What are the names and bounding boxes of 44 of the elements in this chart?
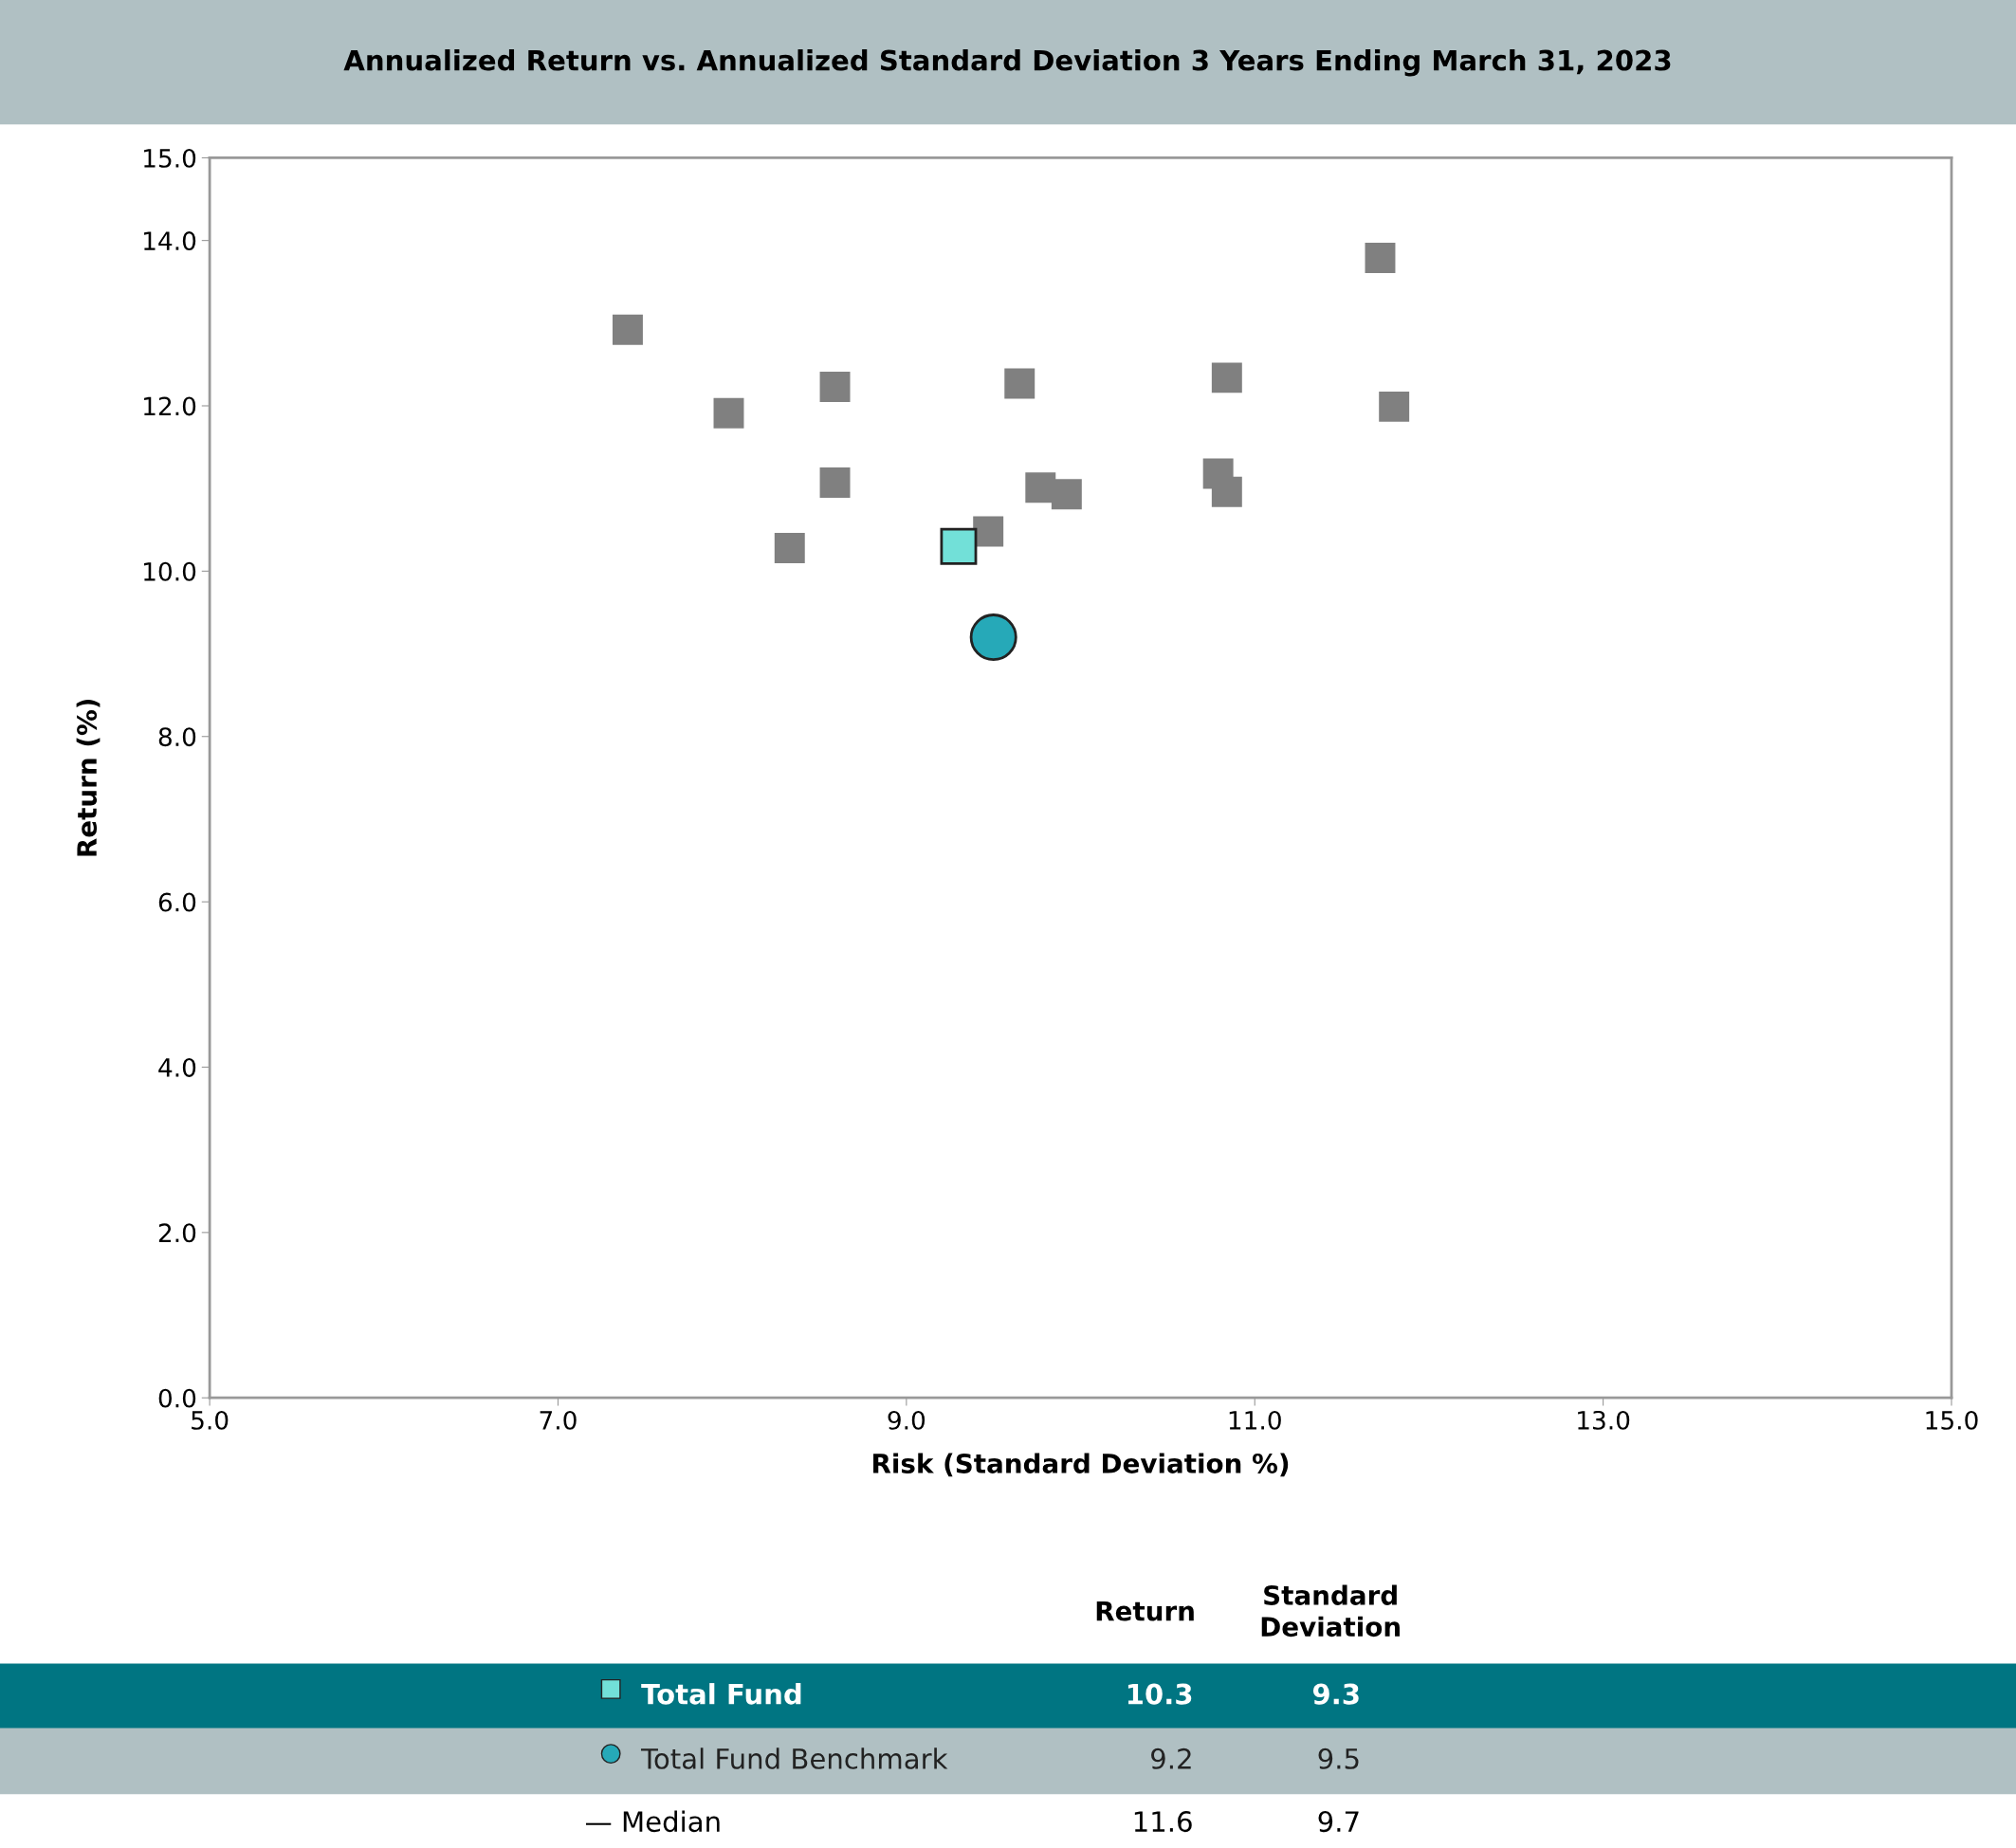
x-tick-label: 15.0 (1926, 1410, 1978, 1430)
y-tick-label: 12.0 (144, 396, 196, 416)
text: 9.5 (1318, 1747, 1359, 1769)
point (1211, 362, 1242, 393)
y-tick-label: 4.0 (158, 1057, 196, 1077)
y-tick-label: 14.0 (144, 231, 196, 251)
text: 11.6 (1134, 1811, 1192, 1833)
point (819, 467, 851, 499)
point (1051, 479, 1082, 510)
point (1379, 391, 1410, 422)
text: Return (1096, 1601, 1194, 1621)
x-tick-label: 9.0 (888, 1410, 926, 1430)
point (973, 516, 1004, 547)
point (1211, 476, 1242, 507)
point (1025, 472, 1056, 503)
y-tick-label: 15.0 (144, 148, 196, 168)
text: Standard Deviation (1261, 1584, 1400, 1638)
point (940, 527, 978, 565)
point (819, 371, 851, 402)
point (612, 314, 643, 345)
y-tick-label: 10.0 (144, 561, 196, 581)
x-tick-label: 7.0 (540, 1410, 577, 1430)
point (1004, 368, 1035, 399)
text: 9.3 (1312, 1683, 1359, 1705)
legend-label: Total Fund (641, 1683, 801, 1705)
text: 10.3 (1127, 1683, 1192, 1705)
x-axis-title: Risk (Standard Deviation %) (873, 1453, 1289, 1477)
text: 9.2 (1151, 1747, 1191, 1769)
point (774, 532, 805, 563)
y-tick-label: 2.0 (158, 1223, 196, 1243)
x-tick-label: 5.0 (192, 1410, 229, 1430)
x-tick-label: 11.0 (1229, 1410, 1281, 1430)
point (1365, 242, 1396, 273)
point (969, 613, 1017, 662)
point (713, 397, 744, 429)
y-tick-label: 0.0 (158, 1388, 196, 1408)
y-tick-label: 6.0 (158, 892, 196, 912)
x-tick-label: 13.0 (1578, 1410, 1630, 1430)
legend-label: Total Fund Benchmark (640, 1747, 948, 1769)
chart-title: Annualized Return vs. Annualized Standard Deviation 3 Years Ending March 31, 2023 (343, 49, 1671, 77)
text: — Median (585, 1810, 720, 1833)
text: 9.7 (1318, 1811, 1359, 1833)
y-axis-title: Return (%) (76, 699, 101, 856)
y-tick-label: 8.0 (158, 727, 196, 747)
